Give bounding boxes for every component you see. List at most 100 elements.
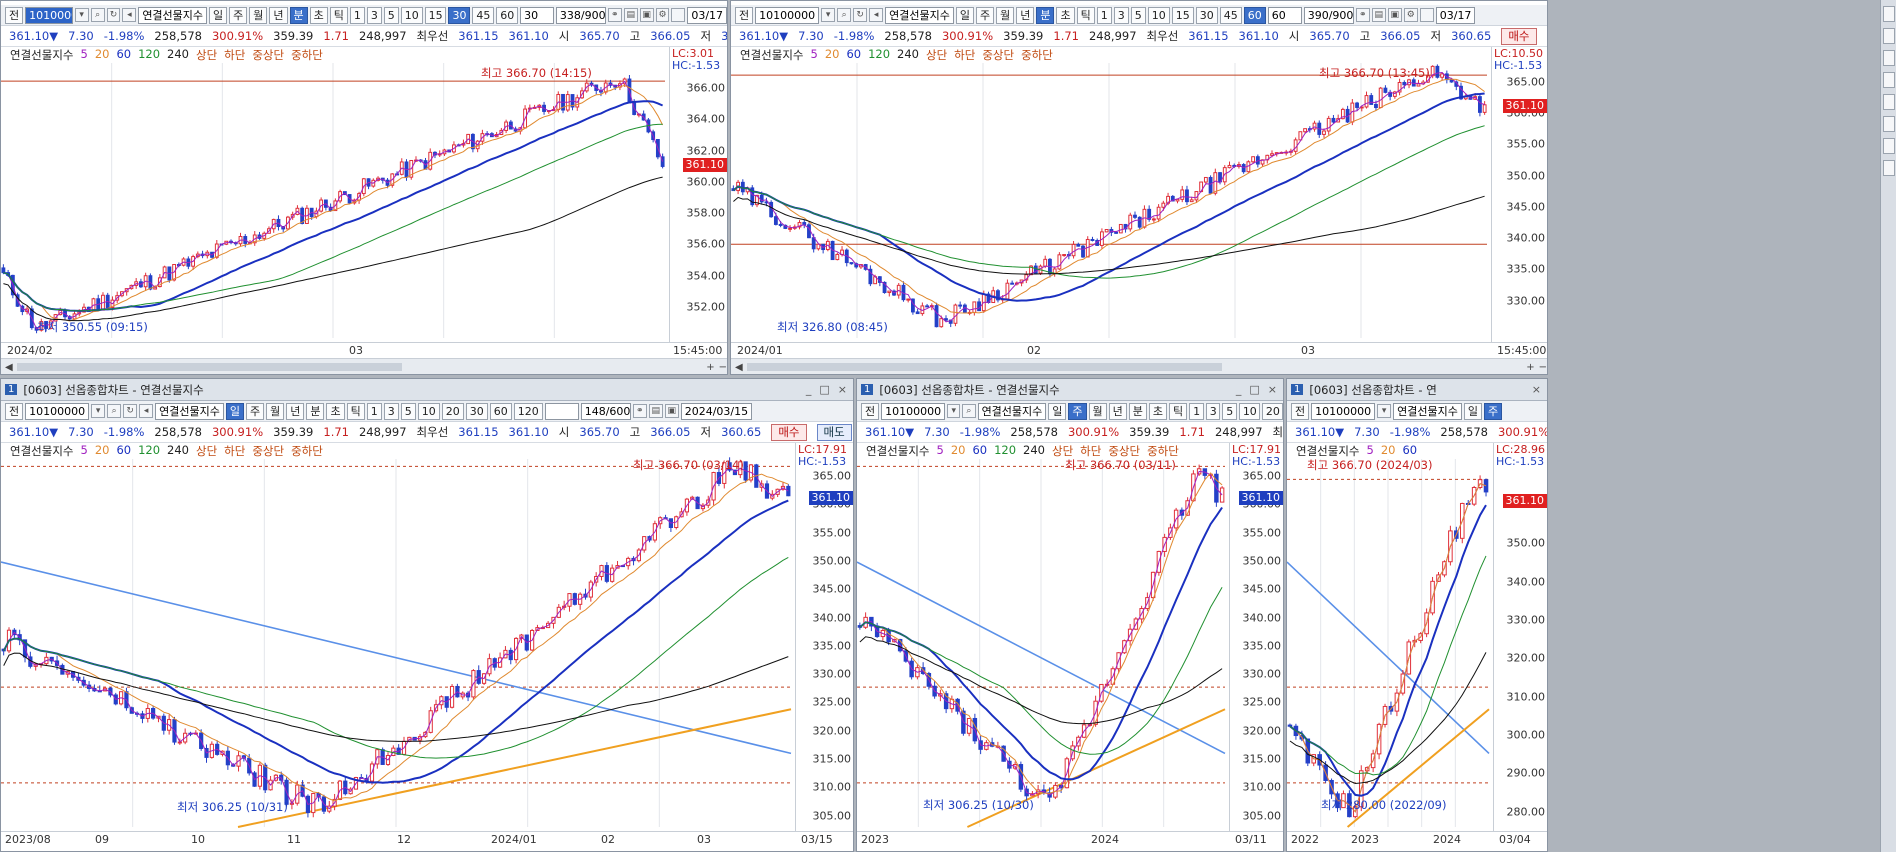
sell-button[interactable]: 매수 bbox=[1501, 27, 1537, 45]
speaker-icon[interactable]: ◂ bbox=[869, 8, 884, 22]
period-day[interactable]: 일 bbox=[955, 6, 974, 24]
period-tick[interactable]: 틱 bbox=[1169, 402, 1188, 420]
interval-45[interactable]: 45 bbox=[472, 6, 495, 24]
interval-45[interactable]: 45 bbox=[1219, 6, 1242, 24]
instrument-select[interactable]: 연결선물지수 bbox=[977, 402, 1047, 420]
period-day[interactable]: 일 bbox=[209, 6, 228, 24]
tool-icon[interactable] bbox=[1882, 72, 1895, 88]
period-second[interactable]: 초 bbox=[1148, 402, 1168, 420]
tool-icon[interactable] bbox=[1882, 138, 1895, 154]
period-second[interactable]: 초 bbox=[309, 6, 328, 24]
period-day[interactable]: 일 bbox=[1463, 402, 1482, 420]
period-year[interactable]: 년 bbox=[1016, 6, 1035, 24]
interval-1[interactable]: 1 bbox=[1096, 6, 1112, 24]
dropdown-icon[interactable]: ▾ bbox=[91, 404, 106, 418]
code-input[interactable]: 10100000 bbox=[25, 6, 73, 24]
period-tick[interactable]: 틱 bbox=[329, 6, 348, 24]
scroll-bar[interactable]: ◀ + − bbox=[731, 358, 1547, 374]
zoom-out-icon[interactable]: − bbox=[1538, 361, 1547, 373]
sell-button[interactable]: 매수 bbox=[771, 423, 807, 441]
save-icon[interactable]: ▣ bbox=[639, 8, 654, 22]
refresh-icon[interactable]: ↻ bbox=[123, 404, 138, 418]
period-year[interactable]: 년 bbox=[269, 6, 288, 24]
code-input[interactable]: 10100000 bbox=[25, 402, 90, 420]
period-second[interactable]: 초 bbox=[326, 402, 345, 420]
period-week[interactable]: 주 bbox=[1483, 402, 1503, 420]
instrument-select[interactable]: 연결선물지수 bbox=[885, 6, 954, 24]
code-input[interactable]: 10100000 bbox=[1311, 402, 1376, 420]
search-icon[interactable]: ⌕ bbox=[837, 8, 852, 22]
speaker-icon[interactable]: ◂ bbox=[139, 404, 154, 418]
interval-15[interactable]: 15 bbox=[424, 6, 447, 24]
minimize-icon[interactable]: _ bbox=[805, 383, 812, 396]
interval-5[interactable]: 5 bbox=[1222, 402, 1237, 420]
period-tick[interactable]: 틱 bbox=[346, 402, 365, 420]
print-icon[interactable]: ▤ bbox=[1371, 8, 1386, 22]
interval-60[interactable]: 60 bbox=[496, 6, 519, 24]
period-month[interactable]: 월 bbox=[249, 6, 268, 24]
tool-icon[interactable] bbox=[1882, 50, 1895, 66]
period-minute[interactable]: 분 bbox=[289, 6, 308, 24]
chart-area[interactable]: 연결선물지수 5 20 60 120 240 상단 하단 중상단 중하단 LC:… bbox=[1, 443, 853, 831]
interval-60[interactable]: 60 bbox=[489, 402, 512, 420]
interval-15[interactable]: 15 bbox=[1171, 6, 1194, 24]
period-week[interactable]: 주 bbox=[245, 402, 265, 420]
date-field[interactable]: 2024/03/15 bbox=[680, 402, 753, 420]
link-icon[interactable]: ⚭ bbox=[1355, 8, 1370, 22]
date-field[interactable]: 03/17 bbox=[687, 6, 727, 24]
close-icon[interactable]: × bbox=[837, 383, 847, 396]
link-icon[interactable]: ⚭ bbox=[632, 404, 647, 418]
period-month[interactable]: 월 bbox=[266, 402, 285, 420]
code-input[interactable]: 10100000 bbox=[881, 402, 946, 420]
dropdown-icon[interactable]: ▾ bbox=[947, 404, 961, 418]
tool-icon[interactable] bbox=[1882, 6, 1895, 22]
interval-select[interactable]: 60 bbox=[1267, 6, 1302, 24]
code-input[interactable]: 10100000 bbox=[755, 6, 820, 24]
interval-30[interactable]: 30 bbox=[448, 6, 471, 24]
tool-icon[interactable] bbox=[1882, 94, 1895, 110]
interval-120[interactable]: 120 bbox=[513, 402, 543, 420]
interval-10[interactable]: 10 bbox=[417, 402, 440, 420]
period-day[interactable]: 일 bbox=[1048, 402, 1067, 420]
scroll-track[interactable] bbox=[16, 363, 403, 371]
dropdown-icon[interactable]: ▾ bbox=[74, 8, 89, 22]
jeon-button[interactable]: 전 bbox=[735, 6, 754, 24]
period-day[interactable]: 일 bbox=[225, 402, 244, 420]
scroll-left-icon[interactable]: ◀ bbox=[5, 361, 13, 373]
interval-1[interactable]: 1 bbox=[349, 6, 365, 24]
period-minute[interactable]: 분 bbox=[1128, 402, 1147, 420]
dropdown-icon[interactable]: ▾ bbox=[821, 8, 836, 22]
date-field[interactable]: 03/17 bbox=[1435, 6, 1476, 24]
close-icon[interactable]: × bbox=[1267, 383, 1277, 396]
period-week[interactable]: 주 bbox=[975, 6, 995, 24]
save-icon[interactable]: ▣ bbox=[1387, 8, 1402, 22]
zoom-in-icon[interactable]: + bbox=[1526, 361, 1535, 373]
interval-5[interactable]: 5 bbox=[1130, 6, 1146, 24]
minimize-icon[interactable]: _ bbox=[1235, 383, 1242, 396]
period-minute[interactable]: 분 bbox=[1036, 6, 1055, 24]
maximize-icon[interactable]: □ bbox=[1249, 383, 1260, 396]
count-field[interactable]: 338/900 bbox=[555, 6, 606, 24]
maximize-icon[interactable]: □ bbox=[819, 383, 830, 396]
period-year[interactable]: 년 bbox=[1108, 402, 1127, 420]
refresh-icon[interactable]: ↻ bbox=[853, 8, 868, 22]
instrument-select[interactable]: 연결선물지수 bbox=[155, 402, 224, 420]
chart-area[interactable]: 연결선물지수 5 20 60 LC:28.96 HC:-1.53 350.00 34… bbox=[1287, 443, 1547, 831]
jeon-button[interactable]: 전 bbox=[1291, 402, 1310, 420]
period-month[interactable]: 월 bbox=[1088, 402, 1107, 420]
period-tick[interactable]: 틱 bbox=[1076, 6, 1095, 24]
interval-10[interactable]: 10 bbox=[1147, 6, 1170, 24]
tool-icon[interactable] bbox=[1882, 160, 1895, 176]
search-icon[interactable]: ⌕ bbox=[107, 404, 122, 418]
interval-10[interactable]: 10 bbox=[1238, 402, 1260, 420]
refresh-icon[interactable]: ↻ bbox=[106, 8, 121, 22]
interval-20[interactable]: 20 bbox=[1261, 402, 1283, 420]
link-icon[interactable]: ⚭ bbox=[607, 8, 622, 22]
interval-1[interactable]: 1 bbox=[1189, 402, 1204, 420]
scroll-bar[interactable]: ◀ + − bbox=[1, 358, 727, 374]
instrument-select[interactable]: 연결선물지수 bbox=[138, 6, 208, 24]
jeon-button[interactable]: 전 bbox=[5, 6, 24, 24]
zoom-in-icon[interactable]: + bbox=[706, 361, 715, 373]
search-icon[interactable]: ⌕ bbox=[962, 404, 976, 418]
zoom-out-icon[interactable]: − bbox=[718, 361, 727, 373]
